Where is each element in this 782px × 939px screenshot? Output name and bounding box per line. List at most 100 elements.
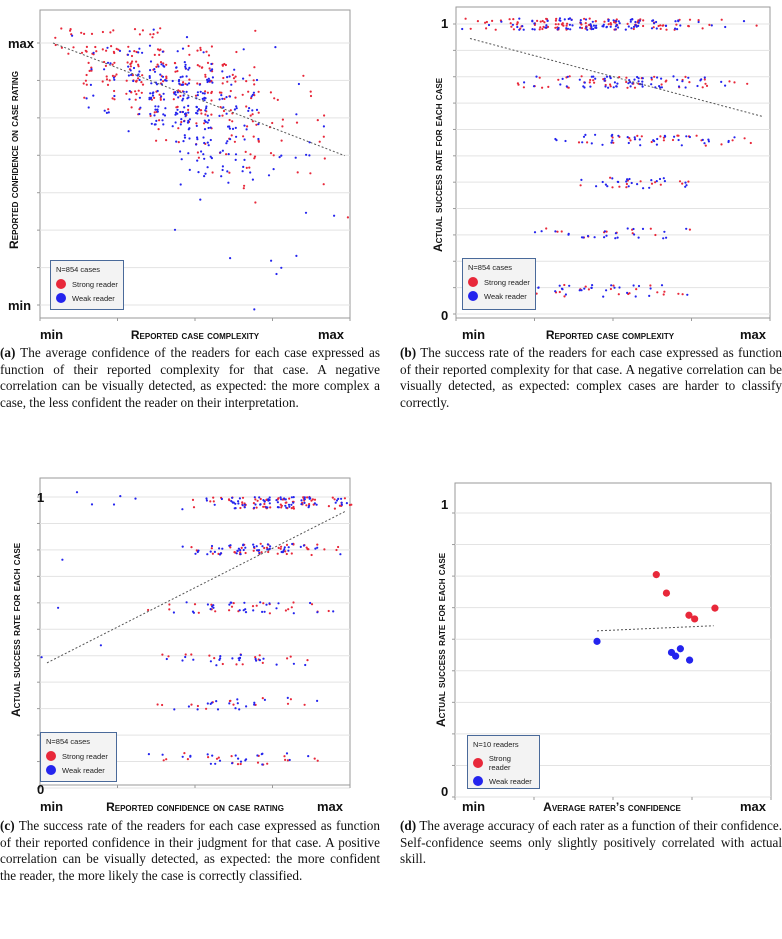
caption-text: The average confidence of the readers fo… bbox=[0, 345, 380, 410]
data-point-strong bbox=[515, 23, 519, 26]
data-point-strong bbox=[659, 183, 662, 186]
data-point-weak bbox=[211, 81, 214, 84]
data-point-weak bbox=[234, 126, 237, 129]
data-point-weak bbox=[518, 28, 521, 31]
data-point-weak bbox=[185, 36, 189, 39]
data-point-weak bbox=[283, 546, 286, 549]
data-point-weak bbox=[252, 545, 256, 549]
data-point-weak bbox=[308, 154, 311, 157]
data-point-strong bbox=[133, 50, 136, 53]
data-point-weak bbox=[206, 753, 209, 756]
data-point-strong bbox=[176, 70, 179, 73]
weak-reader-marker-icon bbox=[46, 765, 56, 775]
data-point-weak bbox=[92, 94, 95, 97]
data-point-strong bbox=[618, 185, 621, 188]
data-point-weak bbox=[239, 760, 243, 763]
data-point-strong bbox=[665, 28, 668, 31]
data-point-strong bbox=[685, 611, 693, 619]
data-point-weak bbox=[210, 62, 213, 66]
data-point-strong bbox=[234, 96, 237, 99]
data-point-weak bbox=[206, 553, 209, 556]
data-point-weak bbox=[216, 708, 220, 711]
data-point-weak bbox=[554, 290, 557, 293]
data-point-strong bbox=[228, 699, 231, 703]
data-point-weak bbox=[184, 115, 187, 118]
data-point-strong bbox=[214, 610, 217, 613]
data-point-strong bbox=[192, 506, 196, 509]
data-point-weak bbox=[197, 171, 200, 174]
data-point-weak bbox=[218, 98, 221, 101]
data-point-weak bbox=[615, 23, 618, 26]
data-point-strong bbox=[206, 61, 210, 64]
data-point-weak bbox=[578, 289, 581, 292]
data-point-weak bbox=[92, 51, 95, 55]
data-point-weak bbox=[674, 27, 677, 30]
data-point-strong bbox=[69, 28, 72, 31]
data-point-weak bbox=[206, 114, 209, 117]
x-axis-label: Reported confidence on case rating bbox=[106, 800, 284, 814]
data-point-weak bbox=[243, 506, 246, 509]
data-point-weak bbox=[593, 637, 601, 645]
legend: N=854 cases Strong reader Weak reader bbox=[40, 732, 117, 782]
data-point-strong bbox=[191, 498, 195, 501]
data-point-strong bbox=[252, 79, 255, 82]
data-point-weak bbox=[332, 610, 335, 613]
data-point-strong bbox=[210, 91, 213, 95]
data-point-weak bbox=[584, 133, 587, 136]
data-point-strong bbox=[230, 134, 233, 137]
data-point-weak bbox=[203, 128, 207, 131]
data-point-weak bbox=[291, 542, 294, 546]
data-point-strong bbox=[704, 144, 707, 147]
data-point-weak bbox=[637, 80, 640, 83]
data-point-strong bbox=[80, 51, 84, 54]
data-point-weak bbox=[228, 544, 231, 547]
weak-reader-marker-icon bbox=[468, 291, 478, 301]
data-point-strong bbox=[226, 80, 229, 83]
data-point-strong bbox=[687, 25, 691, 28]
data-point-weak bbox=[229, 138, 232, 141]
data-point-strong bbox=[72, 46, 75, 49]
data-point-weak bbox=[554, 137, 557, 141]
data-point-strong bbox=[302, 496, 305, 499]
data-point-weak bbox=[234, 507, 237, 510]
data-point-strong bbox=[310, 553, 313, 557]
data-point-strong bbox=[296, 171, 299, 174]
data-point-weak bbox=[340, 503, 343, 506]
data-point-strong bbox=[165, 63, 168, 66]
data-point-weak bbox=[231, 657, 234, 660]
data-point-strong bbox=[101, 30, 104, 34]
data-point-weak bbox=[229, 601, 232, 604]
data-point-weak bbox=[322, 125, 325, 128]
data-point-strong bbox=[580, 75, 583, 78]
legend-item-strong: Strong reader bbox=[473, 754, 534, 772]
data-point-strong bbox=[512, 18, 515, 21]
data-point-strong bbox=[605, 230, 608, 233]
data-point-weak bbox=[57, 606, 60, 609]
data-point-weak bbox=[179, 76, 182, 79]
data-point-strong bbox=[594, 20, 598, 23]
data-point-weak bbox=[263, 698, 266, 702]
data-point-weak bbox=[231, 127, 235, 130]
data-point-weak bbox=[253, 308, 256, 311]
data-point-weak bbox=[565, 85, 568, 88]
data-point-strong bbox=[179, 94, 182, 98]
data-point-strong bbox=[705, 84, 709, 87]
data-point-strong bbox=[111, 63, 114, 66]
data-point-strong bbox=[316, 759, 319, 762]
data-point-strong bbox=[563, 295, 566, 298]
data-point-weak bbox=[632, 227, 635, 231]
data-point-strong bbox=[113, 98, 116, 101]
data-point-strong bbox=[229, 89, 232, 93]
data-point-strong bbox=[227, 498, 231, 501]
data-point-strong bbox=[231, 120, 234, 123]
data-point-weak bbox=[255, 545, 258, 548]
data-point-weak bbox=[334, 501, 337, 504]
data-point-weak bbox=[255, 78, 259, 82]
data-point-weak bbox=[636, 75, 639, 79]
data-point-strong bbox=[541, 27, 544, 31]
data-point-weak bbox=[113, 94, 116, 98]
strong-reader-marker-icon bbox=[46, 751, 56, 761]
data-point-weak bbox=[234, 754, 237, 757]
data-point-weak bbox=[720, 80, 723, 83]
data-point-strong bbox=[609, 85, 612, 88]
